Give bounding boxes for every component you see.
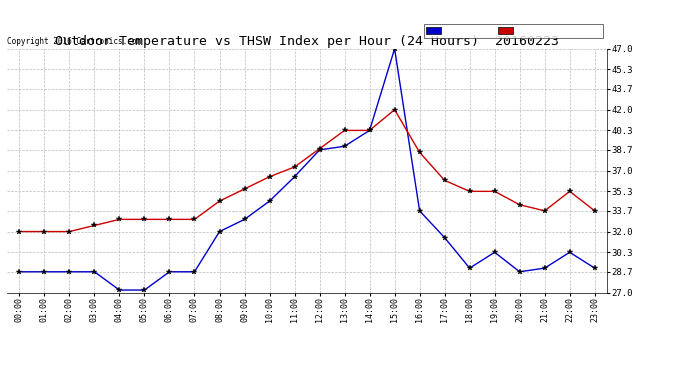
Text: Copyright 2016 Cartronics.com: Copyright 2016 Cartronics.com — [7, 38, 141, 46]
Legend: THSW  (°F), Temperature  (°F): THSW (°F), Temperature (°F) — [424, 24, 603, 38]
Title: Outdoor Temperature vs THSW Index per Hour (24 Hours)  20160223: Outdoor Temperature vs THSW Index per Ho… — [55, 34, 559, 48]
